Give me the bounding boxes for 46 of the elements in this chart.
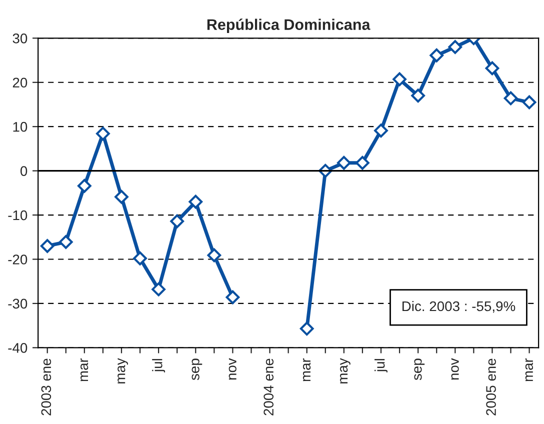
- point: [114, 190, 128, 204]
- y-tick-label: 20: [12, 78, 28, 88]
- point: [485, 61, 500, 76]
- annotation: Dic. 2003 : -55,9%: [402, 300, 516, 313]
- x-tick-label: 2004 ene: [264, 358, 274, 416]
- point: [58, 235, 73, 249]
- point: [356, 156, 370, 170]
- y-tick-label: 10: [13, 122, 28, 132]
- point: [430, 48, 444, 62]
- x-tick-label: 2003 ene: [41, 358, 52, 416]
- y-tick-label: -30: [8, 298, 28, 309]
- y-tick-label: -10: [8, 210, 28, 220]
- x-tick-label: jul: [152, 359, 166, 372]
- x-tick-label: may: [340, 358, 350, 384]
- x-tick-label: sep: [192, 358, 202, 380]
- x-tick-label: nov: [228, 358, 236, 380]
- y-tick-label: -20: [8, 254, 28, 264]
- point: [152, 282, 166, 296]
- point: [522, 95, 536, 110]
- y-tick-label: 0: [20, 166, 28, 176]
- x-tick-label: may: [118, 358, 128, 384]
- x-tick-label: mar: [80, 358, 88, 382]
- point: [336, 156, 351, 170]
- point: [226, 290, 240, 304]
- point: [77, 178, 92, 193]
- x-tick-label: mar: [302, 358, 311, 382]
- point: [188, 194, 203, 209]
- point: [207, 248, 222, 262]
- x-tick-label: sep: [414, 358, 425, 380]
- y-tick-label: -40: [8, 343, 28, 353]
- point: [170, 214, 184, 228]
- x-tick-label: 2005 ene: [486, 358, 496, 416]
- point: [374, 124, 388, 138]
- point: [504, 91, 518, 106]
- x-tick-label: mar: [525, 358, 534, 382]
- y-tick-label: 30: [12, 33, 28, 44]
- x-tick-label: jul: [374, 359, 388, 372]
- x-tick-label: nov: [451, 358, 459, 380]
- point: [133, 251, 147, 266]
- point: [40, 239, 54, 253]
- chart-title: República Dominicana: [207, 18, 370, 33]
- point: [300, 322, 314, 336]
- point: [392, 72, 406, 86]
- point: [448, 40, 462, 54]
- point: [411, 88, 426, 103]
- point: [96, 126, 110, 141]
